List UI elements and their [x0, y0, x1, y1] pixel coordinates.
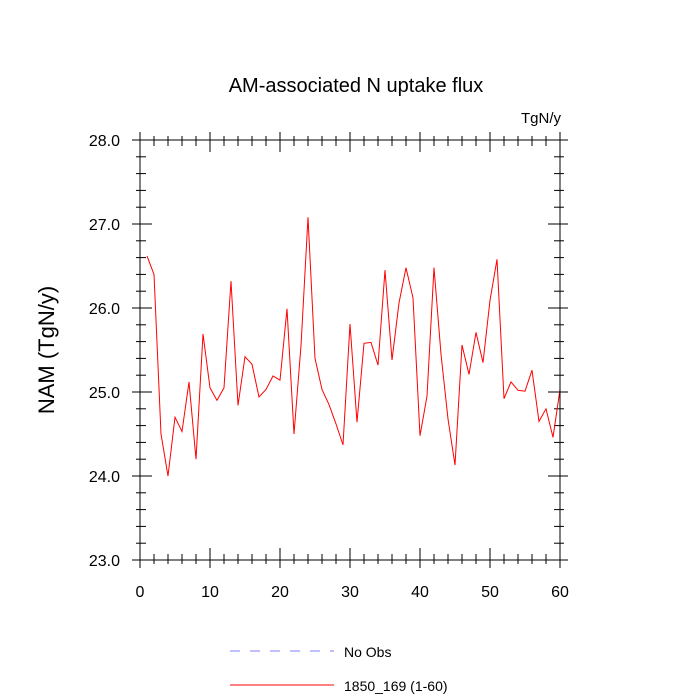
chart-title: AM-associated N uptake flux — [229, 75, 484, 97]
x-tick-label: 60 — [551, 584, 569, 601]
y-tick-label: 25.0 — [89, 385, 120, 402]
x-tick-label: 10 — [201, 584, 219, 601]
legend-label: 1850_169 (1-60) — [344, 678, 448, 694]
x-tick-label: 40 — [411, 584, 429, 601]
y-tick-label: 24.0 — [89, 469, 120, 486]
series-line — [146, 217, 560, 477]
y-tick-label: 28.0 — [89, 133, 120, 150]
x-tick-label: 50 — [481, 584, 499, 601]
x-tick-label: 30 — [341, 584, 359, 601]
x-tick-label: 0 — [136, 584, 145, 601]
y-tick-label: 27.0 — [89, 217, 120, 234]
x-tick-label: 20 — [271, 584, 289, 601]
y-tick-label: 23.0 — [89, 553, 120, 570]
units-label: TgN/y — [521, 110, 562, 127]
data-series — [146, 217, 560, 477]
y-tick-label: 26.0 — [89, 301, 120, 318]
plot-frame — [139, 139, 561, 561]
axis-tick-labels: 0 10 20 30 40 50 60 23.0 24.0 25.0 26.0 27.0 28.0 — [89, 133, 569, 601]
legend-label: No Obs — [344, 644, 391, 660]
legend: No Obs 1850_169 (1-60) — [230, 644, 448, 694]
axis-ticks — [132, 132, 568, 568]
y-axis-label: NAM (TgN/y) — [34, 286, 59, 414]
